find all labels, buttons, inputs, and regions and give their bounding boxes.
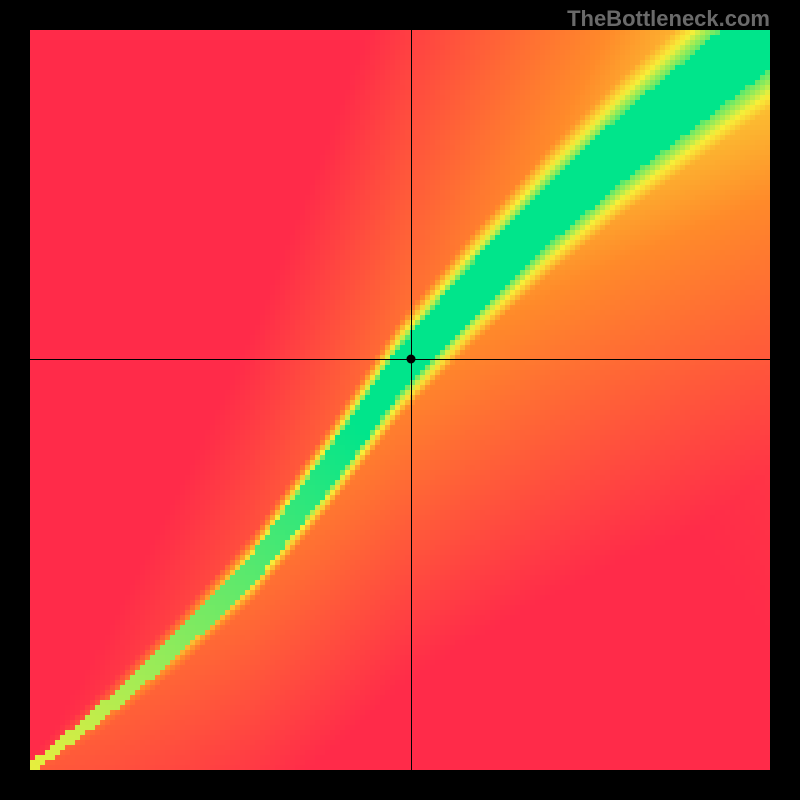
marker-dot bbox=[407, 355, 416, 364]
watermark-text: TheBottleneck.com bbox=[567, 6, 770, 32]
plot-area bbox=[30, 30, 770, 770]
crosshair-horizontal bbox=[30, 359, 770, 360]
chart-container: TheBottleneck.com bbox=[0, 0, 800, 800]
heatmap-canvas bbox=[30, 30, 770, 770]
crosshair-vertical bbox=[411, 30, 412, 770]
